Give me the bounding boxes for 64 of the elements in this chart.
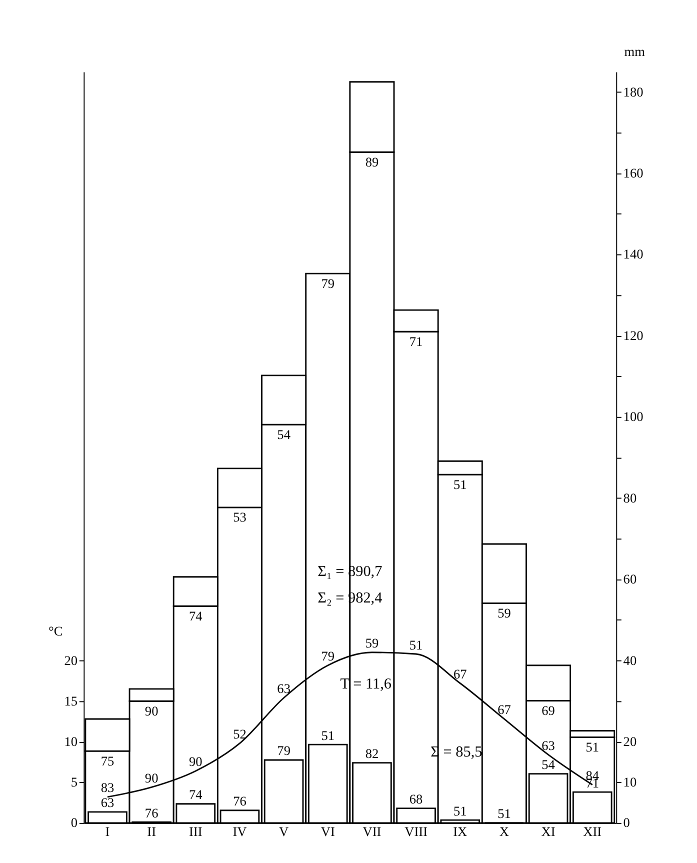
annotation: 67 [453,666,468,682]
annotation: 69 [542,702,556,718]
annotation: 63 [277,681,291,696]
x-tick-label: II [147,824,156,839]
x-tick-label: X [499,824,510,839]
x-tick-label: III [188,824,202,839]
annotation: 63 [100,795,114,810]
annotation: 51 [453,803,467,818]
y3-tick-label: 20 [623,734,637,750]
x-tick-label: XI [541,824,556,839]
annotation: 51 [453,476,467,492]
y-tick-label: 120 [623,328,644,343]
annotation: 53 [233,510,247,525]
annotation: 82 [365,746,379,762]
annotation: 67 [498,702,512,718]
x-tick-label: VI [320,824,335,839]
y2-tick-label: 10 [64,734,78,750]
y-tick-label: 160 [623,166,644,181]
y2-tick-label: 20 [64,652,78,668]
y-tick-label: 140 [623,246,644,262]
x-tick-label: VII [362,824,382,839]
annotation: 68 [409,792,424,807]
x-tick-label: I [105,824,110,839]
annotation: 76 [233,794,247,809]
annotation: 51 [586,740,600,755]
y2-tick-label: 5 [70,774,78,790]
annotation: 54 [542,757,556,772]
annotation: 83 [100,780,114,796]
annotation: 51 [321,728,335,743]
annotation: 51 [409,637,423,652]
y3-tick-label: 0 [623,815,630,830]
annotation: 54 [277,426,291,442]
y-tick-label: 180 [623,84,644,100]
y2-tick-label: 15 [64,693,78,708]
annotation: 71 [409,334,423,349]
annotation: 52 [233,726,246,742]
annotation: 63 [542,738,556,753]
annotation: 59 [365,636,379,651]
y2-tick-label: 0 [70,815,78,830]
y-tick-label: 100 [623,409,644,424]
annotation: 74 [188,787,203,802]
y-tick-label: 60 [623,572,637,587]
x-tick-label: XII [583,824,602,839]
x-tick-label: IV [232,824,248,839]
annotation: 76 [144,805,159,820]
annotation: 90 [188,754,203,770]
y3-tick-label: 10 [623,774,637,790]
annotation: 89 [365,154,379,170]
x-tick-label: IX [453,824,468,839]
y-axis-title: mm [624,44,646,60]
annotation: 59 [498,606,512,621]
annotation: 79 [277,743,291,758]
y2-axis-title: °C [48,623,63,638]
annotation: 51 [498,806,511,822]
annotation: 90 [144,770,159,786]
x-tick-label: VIII [404,824,428,839]
y-tick-label: 80 [623,490,637,506]
annotation: 74 [188,608,203,624]
annotation: 75 [100,753,114,768]
y-tick-label: 40 [623,652,637,668]
x-tick-label: V [279,824,289,839]
annotation: 79 [321,648,335,664]
annotation: 79 [321,276,335,291]
annotation: 90 [144,703,159,718]
